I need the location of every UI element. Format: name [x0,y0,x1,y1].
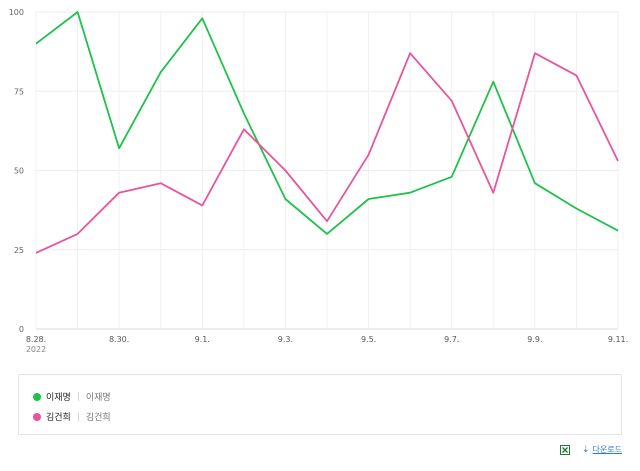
y-tick-label: 100 [9,8,24,17]
series-line-2 [35,52,619,254]
line-chart: 0 25 50 75 100 8.28. 8.30. 9.1. 9.3. 9.5. 9.7. 9.9.… [9,8,628,354]
excel-icon[interactable] [560,444,570,455]
x-tick-label: 9.7. [444,335,459,344]
legend-item-series-2[interactable]: 김건희 김건희 [33,410,111,423]
legend-label-series-1: 이재명 [46,393,71,403]
series-line-1 [35,11,619,235]
y-tick-label: 50 [14,167,24,176]
x-tick-label: 9.9. [527,335,542,344]
legend-marker-series-2 [33,412,41,421]
x-tick-label: 9.11. [608,335,628,344]
legend-separator [77,392,79,401]
y-tick-label: 0 [19,325,24,334]
x-tick-label: 9.1. [195,335,210,344]
legend-separator [77,412,79,421]
legend-sublabel-series-2: 김건희 [85,413,111,423]
legend-label-series-2: 김건희 [46,413,71,423]
legend: 이재명 이재명 김건희 김건희 [18,374,622,435]
legend-item-series-1[interactable]: 이재명 이재명 [33,390,111,403]
legend-sublabel-series-1: 이재명 [85,393,111,403]
y-tick-label: 75 [14,87,24,96]
x-year-label: 2022 [26,345,46,354]
x-tick-label: 9.5. [361,335,376,344]
x-tick-label: 9.3. [278,335,293,344]
y-tick-label: 25 [14,246,24,255]
download-link[interactable]: 다운로드 [592,445,622,454]
download-icon[interactable]: ⇣ [582,444,590,455]
x-tick-label: 8.30. [109,335,129,344]
x-tick-label: 8.28. [26,335,46,344]
legend-marker-series-1 [33,392,41,401]
chart-tools: ⇣ 다운로드 [560,444,622,455]
